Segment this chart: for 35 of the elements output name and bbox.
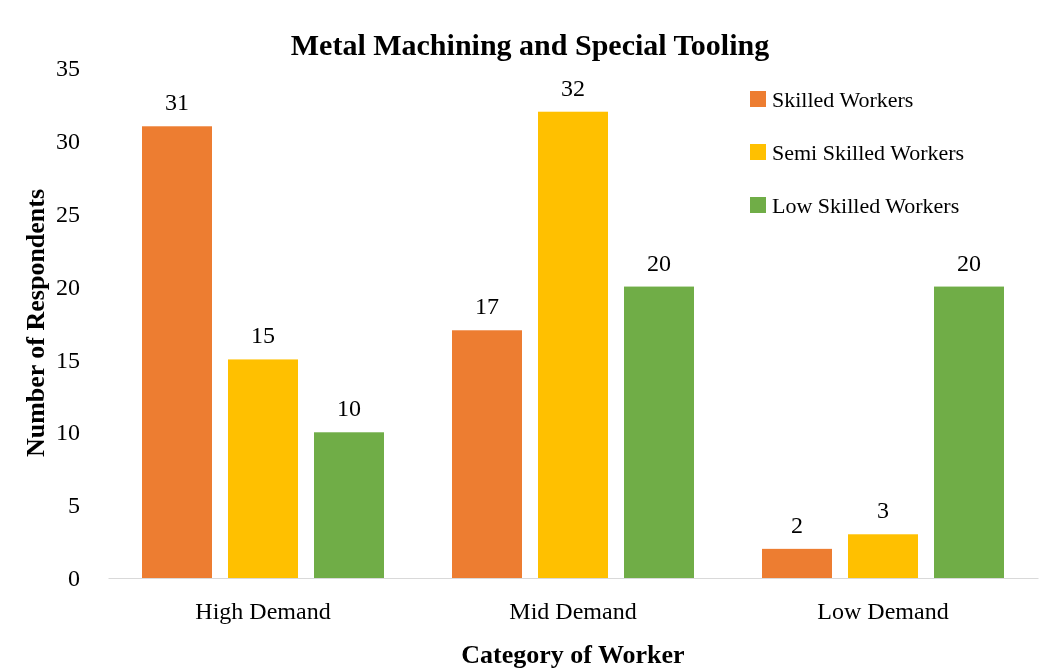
data-label: 3 xyxy=(877,497,889,524)
data-label: 20 xyxy=(957,249,981,276)
bar xyxy=(624,286,694,578)
y-tick-label: 30 xyxy=(56,128,80,155)
data-label: 32 xyxy=(561,74,585,101)
data-label: 15 xyxy=(251,322,275,349)
data-label: 17 xyxy=(475,293,499,320)
bar xyxy=(848,534,918,578)
data-label: 2 xyxy=(791,511,803,538)
legend-label: Low Skilled Workers xyxy=(772,193,960,218)
bar xyxy=(538,111,608,578)
data-label: 10 xyxy=(337,395,361,422)
x-tick-label: High Demand xyxy=(195,598,331,625)
chart-title: Metal Machining and Special Tooling xyxy=(290,28,770,61)
bar xyxy=(452,330,522,578)
legend-label: Skilled Workers xyxy=(772,87,914,112)
y-axis-title: Number of Respondents xyxy=(21,188,50,458)
bar xyxy=(762,548,832,578)
y-tick-label: 5 xyxy=(68,492,80,519)
y-tick-label: 0 xyxy=(68,565,80,592)
y-tick-label: 10 xyxy=(56,419,80,446)
y-tick-label: 35 xyxy=(56,55,80,82)
y-tick-label: 25 xyxy=(56,200,80,227)
data-label: 31 xyxy=(165,89,189,116)
bar xyxy=(934,286,1004,578)
bar xyxy=(142,126,212,578)
bar xyxy=(314,432,384,578)
bar xyxy=(228,359,298,578)
legend-label: Semi Skilled Workers xyxy=(772,140,965,165)
data-label: 20 xyxy=(647,249,671,276)
x-axis-title: Category of Worker xyxy=(461,640,685,669)
x-tick-label: Low Demand xyxy=(817,598,949,625)
y-tick-label: 20 xyxy=(56,273,80,300)
y-tick-label: 15 xyxy=(56,346,80,373)
x-tick-label: Mid Demand xyxy=(509,598,637,625)
